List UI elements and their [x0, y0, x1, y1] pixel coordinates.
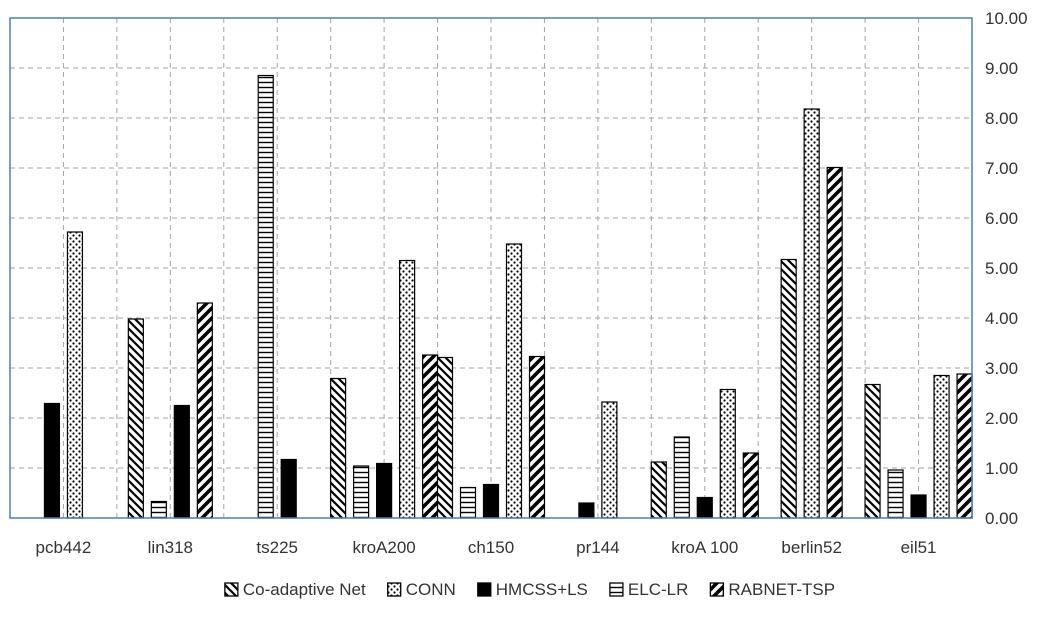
bar-pcb442-hmcss-ls	[43, 402, 61, 519]
bar-kroA200-co-adaptive-net	[330, 377, 347, 519]
plot-frame	[9, 17, 973, 519]
bar-kroA100-co-adaptive-net	[650, 461, 667, 519]
legend-label: HMCSS+LS	[496, 580, 588, 599]
bar-ch150-co-adaptive-net	[436, 356, 454, 519]
bar-kroA200-elc-lr	[353, 465, 370, 519]
legend-swatch	[477, 582, 492, 597]
x-tick-label: ch150	[468, 538, 514, 557]
bar-kroA200-hmcss-ls	[376, 462, 393, 519]
bar-ch150-conn	[505, 243, 523, 519]
legend-label: ELC-LR	[628, 580, 688, 599]
y-tick-label: 4.00	[985, 309, 1018, 328]
legend-label: CONN	[406, 580, 456, 599]
y-tick-label: 7.00	[985, 159, 1018, 178]
x-tick-label: pcb442	[36, 538, 92, 557]
bar-lin318-rabnet-tsp	[196, 302, 213, 519]
bar-ts225-elc-lr	[257, 74, 274, 519]
bar-pcb442-conn	[66, 231, 84, 519]
bar-lin318-elc-lr	[150, 500, 167, 519]
legend-swatch	[609, 582, 624, 597]
x-tick-label: eil51	[901, 538, 937, 557]
x-tick-label: kroA 100	[671, 538, 738, 557]
legend: Co-adaptive Net CONN HMCSS+LS ELC-LR RABNET-…	[224, 580, 835, 599]
bar-eil51-conn	[933, 374, 950, 519]
y-tick-label: 6.00	[985, 209, 1018, 228]
bar-lin318-co-adaptive-net	[127, 318, 144, 519]
bar-ch150-rabnet-tsp	[528, 355, 546, 519]
x-tick-label: lin318	[148, 538, 193, 557]
bar-berlin52-conn	[803, 108, 820, 519]
bar-kroA200-rabnet-tsp	[422, 354, 439, 519]
y-tick-label: 0.00	[985, 509, 1018, 528]
bar-eil51-hmcss-ls	[910, 494, 927, 519]
x-tick-label: ts225	[256, 538, 298, 557]
x-tick-label: kroA200	[352, 538, 415, 557]
legend-label: Co-adaptive Net	[243, 580, 366, 599]
bar-ch150-elc-lr	[459, 486, 477, 519]
legend-label: RABNET-TSP	[728, 580, 835, 599]
y-tick-label: 5.00	[985, 259, 1018, 278]
legend-swatch	[224, 582, 239, 597]
bar-eil51-rabnet-tsp	[956, 373, 973, 519]
bar-ts225-hmcss-ls	[280, 458, 297, 519]
legend-swatch	[709, 582, 725, 597]
bar-pr144-hmcss-ls	[578, 502, 595, 519]
y-tick-label: 8.00	[985, 109, 1018, 128]
bar-berlin52-co-adaptive-net	[780, 258, 797, 519]
bars	[43, 74, 973, 519]
bar-kroA100-rabnet-tsp	[742, 452, 759, 519]
bar-eil51-elc-lr	[887, 469, 904, 519]
y-tick-label: 2.00	[985, 409, 1018, 428]
bar-eil51-co-adaptive-net	[864, 383, 881, 519]
bar-kroA200-conn	[399, 259, 416, 519]
x-tick-label: pr144	[576, 538, 619, 557]
y-tick-label: 10.00	[985, 9, 1028, 28]
bar-ch150-hmcss-ls	[482, 483, 500, 519]
x-tick-label: berlin52	[781, 538, 842, 557]
bar-lin318-hmcss-ls	[173, 404, 190, 519]
bar-kroA100-conn	[719, 388, 736, 519]
bar-berlin52-rabnet-tsp	[826, 166, 843, 519]
y-tick-label: 1.00	[985, 459, 1018, 478]
y-tick-label: 3.00	[985, 359, 1018, 378]
x-axis-ticks: pcb442 lin318 ts225 kroA200 ch150 pr144 kroA 1…	[36, 538, 937, 557]
bar-kroA100-hmcss-ls	[696, 496, 713, 519]
bar-kroA100-elc-lr	[673, 436, 690, 519]
legend-swatch	[387, 582, 402, 597]
y-tick-label: 9.00	[985, 59, 1018, 78]
bar-pr144-conn	[601, 401, 618, 519]
y-axis-ticks: 0.00 1.00 2.00 3.00 4.00 5.00 6.00 7.00 8.00 9.00…	[985, 9, 1028, 528]
